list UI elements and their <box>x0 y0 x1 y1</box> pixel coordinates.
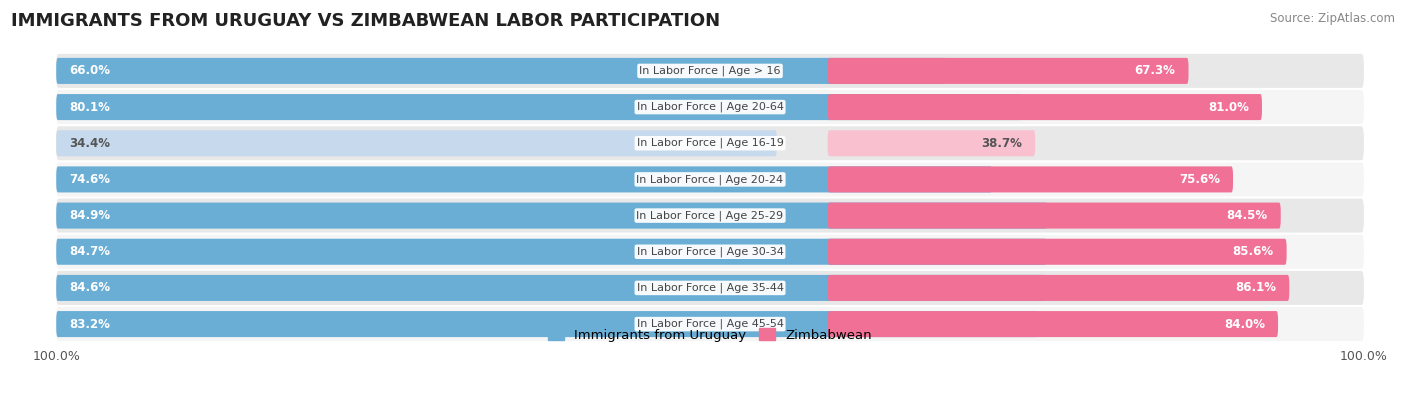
FancyBboxPatch shape <box>56 199 1364 233</box>
FancyBboxPatch shape <box>56 235 1364 269</box>
FancyBboxPatch shape <box>56 90 1364 124</box>
Text: 75.6%: 75.6% <box>1180 173 1220 186</box>
Legend: Immigrants from Uruguay, Zimbabwean: Immigrants from Uruguay, Zimbabwean <box>543 323 877 347</box>
FancyBboxPatch shape <box>828 166 1233 192</box>
Text: 80.1%: 80.1% <box>69 101 110 114</box>
FancyBboxPatch shape <box>56 130 776 156</box>
Text: In Labor Force | Age > 16: In Labor Force | Age > 16 <box>640 66 780 76</box>
Text: 84.9%: 84.9% <box>69 209 111 222</box>
Text: 83.2%: 83.2% <box>69 318 110 331</box>
FancyBboxPatch shape <box>56 307 1364 341</box>
Text: 84.7%: 84.7% <box>69 245 110 258</box>
Text: 38.7%: 38.7% <box>981 137 1022 150</box>
Text: In Labor Force | Age 20-64: In Labor Force | Age 20-64 <box>637 102 783 112</box>
Text: 84.6%: 84.6% <box>69 281 111 294</box>
FancyBboxPatch shape <box>828 94 1263 120</box>
FancyBboxPatch shape <box>56 126 1364 160</box>
FancyBboxPatch shape <box>56 311 1039 337</box>
FancyBboxPatch shape <box>56 239 1046 265</box>
FancyBboxPatch shape <box>56 275 1046 301</box>
FancyBboxPatch shape <box>828 239 1286 265</box>
FancyBboxPatch shape <box>828 130 1035 156</box>
Text: 86.1%: 86.1% <box>1236 281 1277 294</box>
Text: 34.4%: 34.4% <box>69 137 110 150</box>
Text: 85.6%: 85.6% <box>1233 245 1274 258</box>
Text: 74.6%: 74.6% <box>69 173 110 186</box>
FancyBboxPatch shape <box>56 166 993 192</box>
FancyBboxPatch shape <box>56 203 1047 229</box>
Text: In Labor Force | Age 35-44: In Labor Force | Age 35-44 <box>637 283 783 293</box>
FancyBboxPatch shape <box>828 58 1188 84</box>
FancyBboxPatch shape <box>56 58 946 84</box>
FancyBboxPatch shape <box>56 94 1022 120</box>
Text: In Labor Force | Age 25-29: In Labor Force | Age 25-29 <box>637 210 783 221</box>
FancyBboxPatch shape <box>56 271 1364 305</box>
Text: 81.0%: 81.0% <box>1208 101 1249 114</box>
FancyBboxPatch shape <box>828 275 1289 301</box>
Text: Source: ZipAtlas.com: Source: ZipAtlas.com <box>1270 12 1395 25</box>
FancyBboxPatch shape <box>56 54 1364 88</box>
FancyBboxPatch shape <box>828 203 1281 229</box>
Text: IMMIGRANTS FROM URUGUAY VS ZIMBABWEAN LABOR PARTICIPATION: IMMIGRANTS FROM URUGUAY VS ZIMBABWEAN LA… <box>11 12 720 30</box>
Text: In Labor Force | Age 45-54: In Labor Force | Age 45-54 <box>637 319 783 329</box>
Text: In Labor Force | Age 20-24: In Labor Force | Age 20-24 <box>637 174 783 185</box>
Text: 66.0%: 66.0% <box>69 64 110 77</box>
Text: 84.0%: 84.0% <box>1225 318 1265 331</box>
Text: In Labor Force | Age 30-34: In Labor Force | Age 30-34 <box>637 246 783 257</box>
Text: 84.5%: 84.5% <box>1226 209 1268 222</box>
FancyBboxPatch shape <box>828 311 1278 337</box>
FancyBboxPatch shape <box>56 162 1364 196</box>
Text: 67.3%: 67.3% <box>1135 64 1175 77</box>
Text: In Labor Force | Age 16-19: In Labor Force | Age 16-19 <box>637 138 783 149</box>
